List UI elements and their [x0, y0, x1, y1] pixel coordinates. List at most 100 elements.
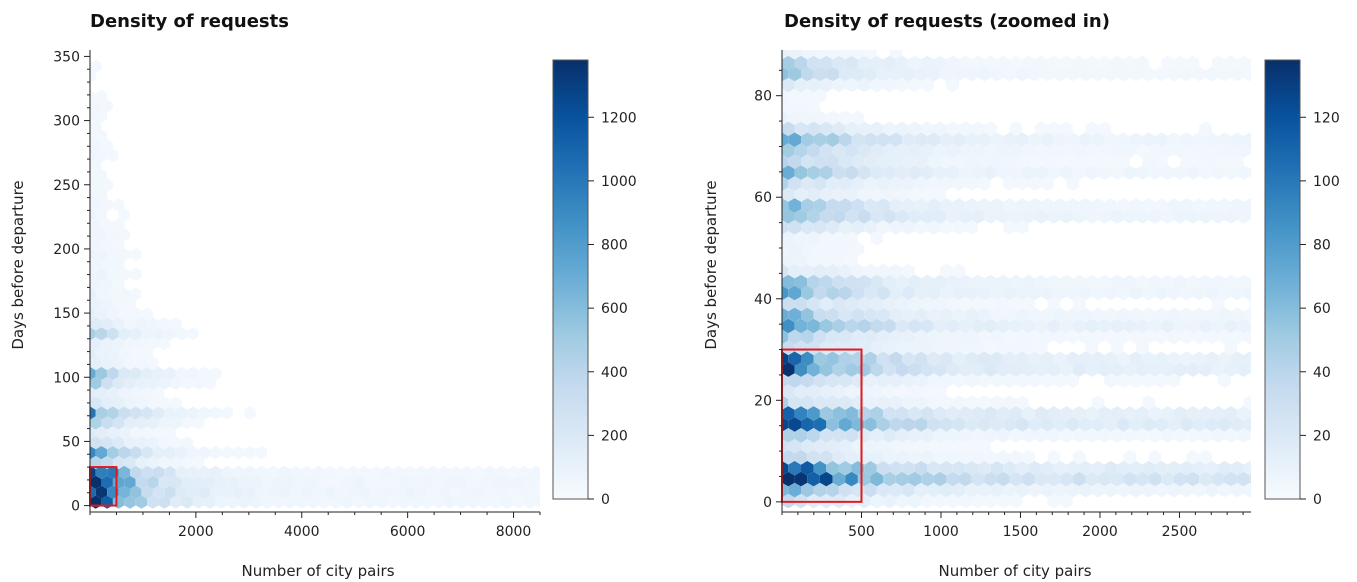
hexbin	[870, 384, 884, 399]
hexbin	[959, 449, 972, 465]
hexbin	[1230, 329, 1244, 345]
hexbin	[1243, 417, 1251, 432]
hexbin	[794, 340, 808, 356]
hexbin	[1098, 406, 1111, 421]
hexbin	[1142, 417, 1155, 432]
hexbin	[965, 329, 978, 345]
hexbin	[130, 307, 142, 321]
hexbin	[1161, 318, 1174, 334]
hexbin	[807, 187, 820, 202]
hexbin	[889, 176, 903, 191]
hexbin	[1243, 395, 1251, 410]
hexbin	[782, 66, 789, 82]
hexbin	[1180, 482, 1193, 498]
hexbin	[112, 416, 125, 430]
hexbin	[902, 351, 915, 366]
hexbin	[990, 417, 1004, 432]
hexbin	[1091, 460, 1105, 476]
hexbin	[95, 307, 108, 321]
hexbin	[788, 285, 801, 301]
hexbin	[1192, 460, 1206, 476]
hexbin	[1186, 449, 1200, 465]
hexbin	[90, 337, 102, 351]
hexbin	[1047, 406, 1061, 421]
hexbin	[1028, 66, 1042, 82]
hexbin	[1211, 55, 1225, 71]
hexbin	[130, 327, 142, 341]
hexbin	[101, 297, 113, 311]
hexbin	[807, 230, 820, 246]
hexbin	[1211, 143, 1225, 158]
hexbin	[1155, 132, 1168, 147]
hexbin	[946, 428, 959, 443]
hexbin	[794, 274, 808, 290]
hexbin	[864, 307, 877, 323]
hexbin	[370, 465, 382, 479]
hexbin	[883, 471, 896, 487]
hexbin	[1015, 285, 1029, 301]
hexbin	[118, 347, 130, 361]
hexbin	[870, 428, 884, 443]
hexbin	[782, 50, 789, 60]
hexbin	[996, 493, 1010, 509]
hexbin	[889, 482, 903, 498]
hexbin	[889, 351, 903, 366]
hexbin	[1028, 482, 1042, 498]
hexbin	[1066, 417, 1080, 432]
hexbin	[530, 465, 540, 479]
hexbin	[1104, 460, 1118, 476]
hexbin	[990, 460, 1004, 476]
hexbin	[1009, 143, 1023, 158]
hexbin	[1148, 209, 1162, 224]
hexbin	[819, 121, 833, 137]
hexbin	[857, 55, 871, 71]
hexbin	[794, 230, 808, 246]
hexbin	[1199, 471, 1212, 487]
hexbin	[1110, 274, 1124, 290]
hexbin	[1224, 55, 1238, 71]
hexbin	[1199, 165, 1212, 180]
hexbin	[940, 417, 953, 432]
hexbin	[782, 77, 795, 93]
hexbin	[244, 465, 256, 479]
hexbin	[990, 351, 1004, 366]
hexbin	[130, 446, 142, 460]
y-tick-label: 250	[53, 178, 80, 194]
hexbin	[996, 165, 1010, 180]
hexbin	[215, 475, 228, 489]
hexbin	[927, 220, 940, 235]
hexbin	[851, 198, 865, 213]
hexbin	[826, 241, 839, 257]
hexbin	[141, 386, 153, 400]
hexbin	[1142, 482, 1155, 498]
hexbin	[845, 340, 858, 356]
hexbin	[1060, 428, 1073, 443]
hexbin	[838, 66, 852, 82]
hexbin	[1161, 55, 1174, 71]
hexbin	[813, 263, 827, 279]
hexbin	[118, 426, 130, 440]
hexbin	[870, 274, 884, 290]
hexbin	[158, 396, 170, 410]
hexbin	[1136, 362, 1149, 377]
hexbin	[107, 366, 119, 380]
hexbin	[1237, 318, 1250, 334]
hexbin	[90, 327, 96, 341]
hexbin	[984, 165, 997, 180]
hexbin	[832, 340, 846, 356]
hexbin	[1098, 274, 1111, 290]
hexbin	[984, 406, 997, 421]
hexbin	[876, 198, 890, 213]
hexbin	[130, 406, 142, 420]
hexbin	[90, 257, 102, 272]
hexbin	[1167, 460, 1181, 476]
hexbin	[838, 482, 852, 498]
hexbin	[889, 50, 903, 60]
hexbin	[1098, 362, 1111, 377]
hexbin	[1009, 362, 1023, 377]
hexbin	[1015, 395, 1029, 410]
hexbin	[794, 165, 808, 180]
hexbin	[1072, 165, 1086, 180]
y-tick-label: 60	[754, 190, 772, 206]
